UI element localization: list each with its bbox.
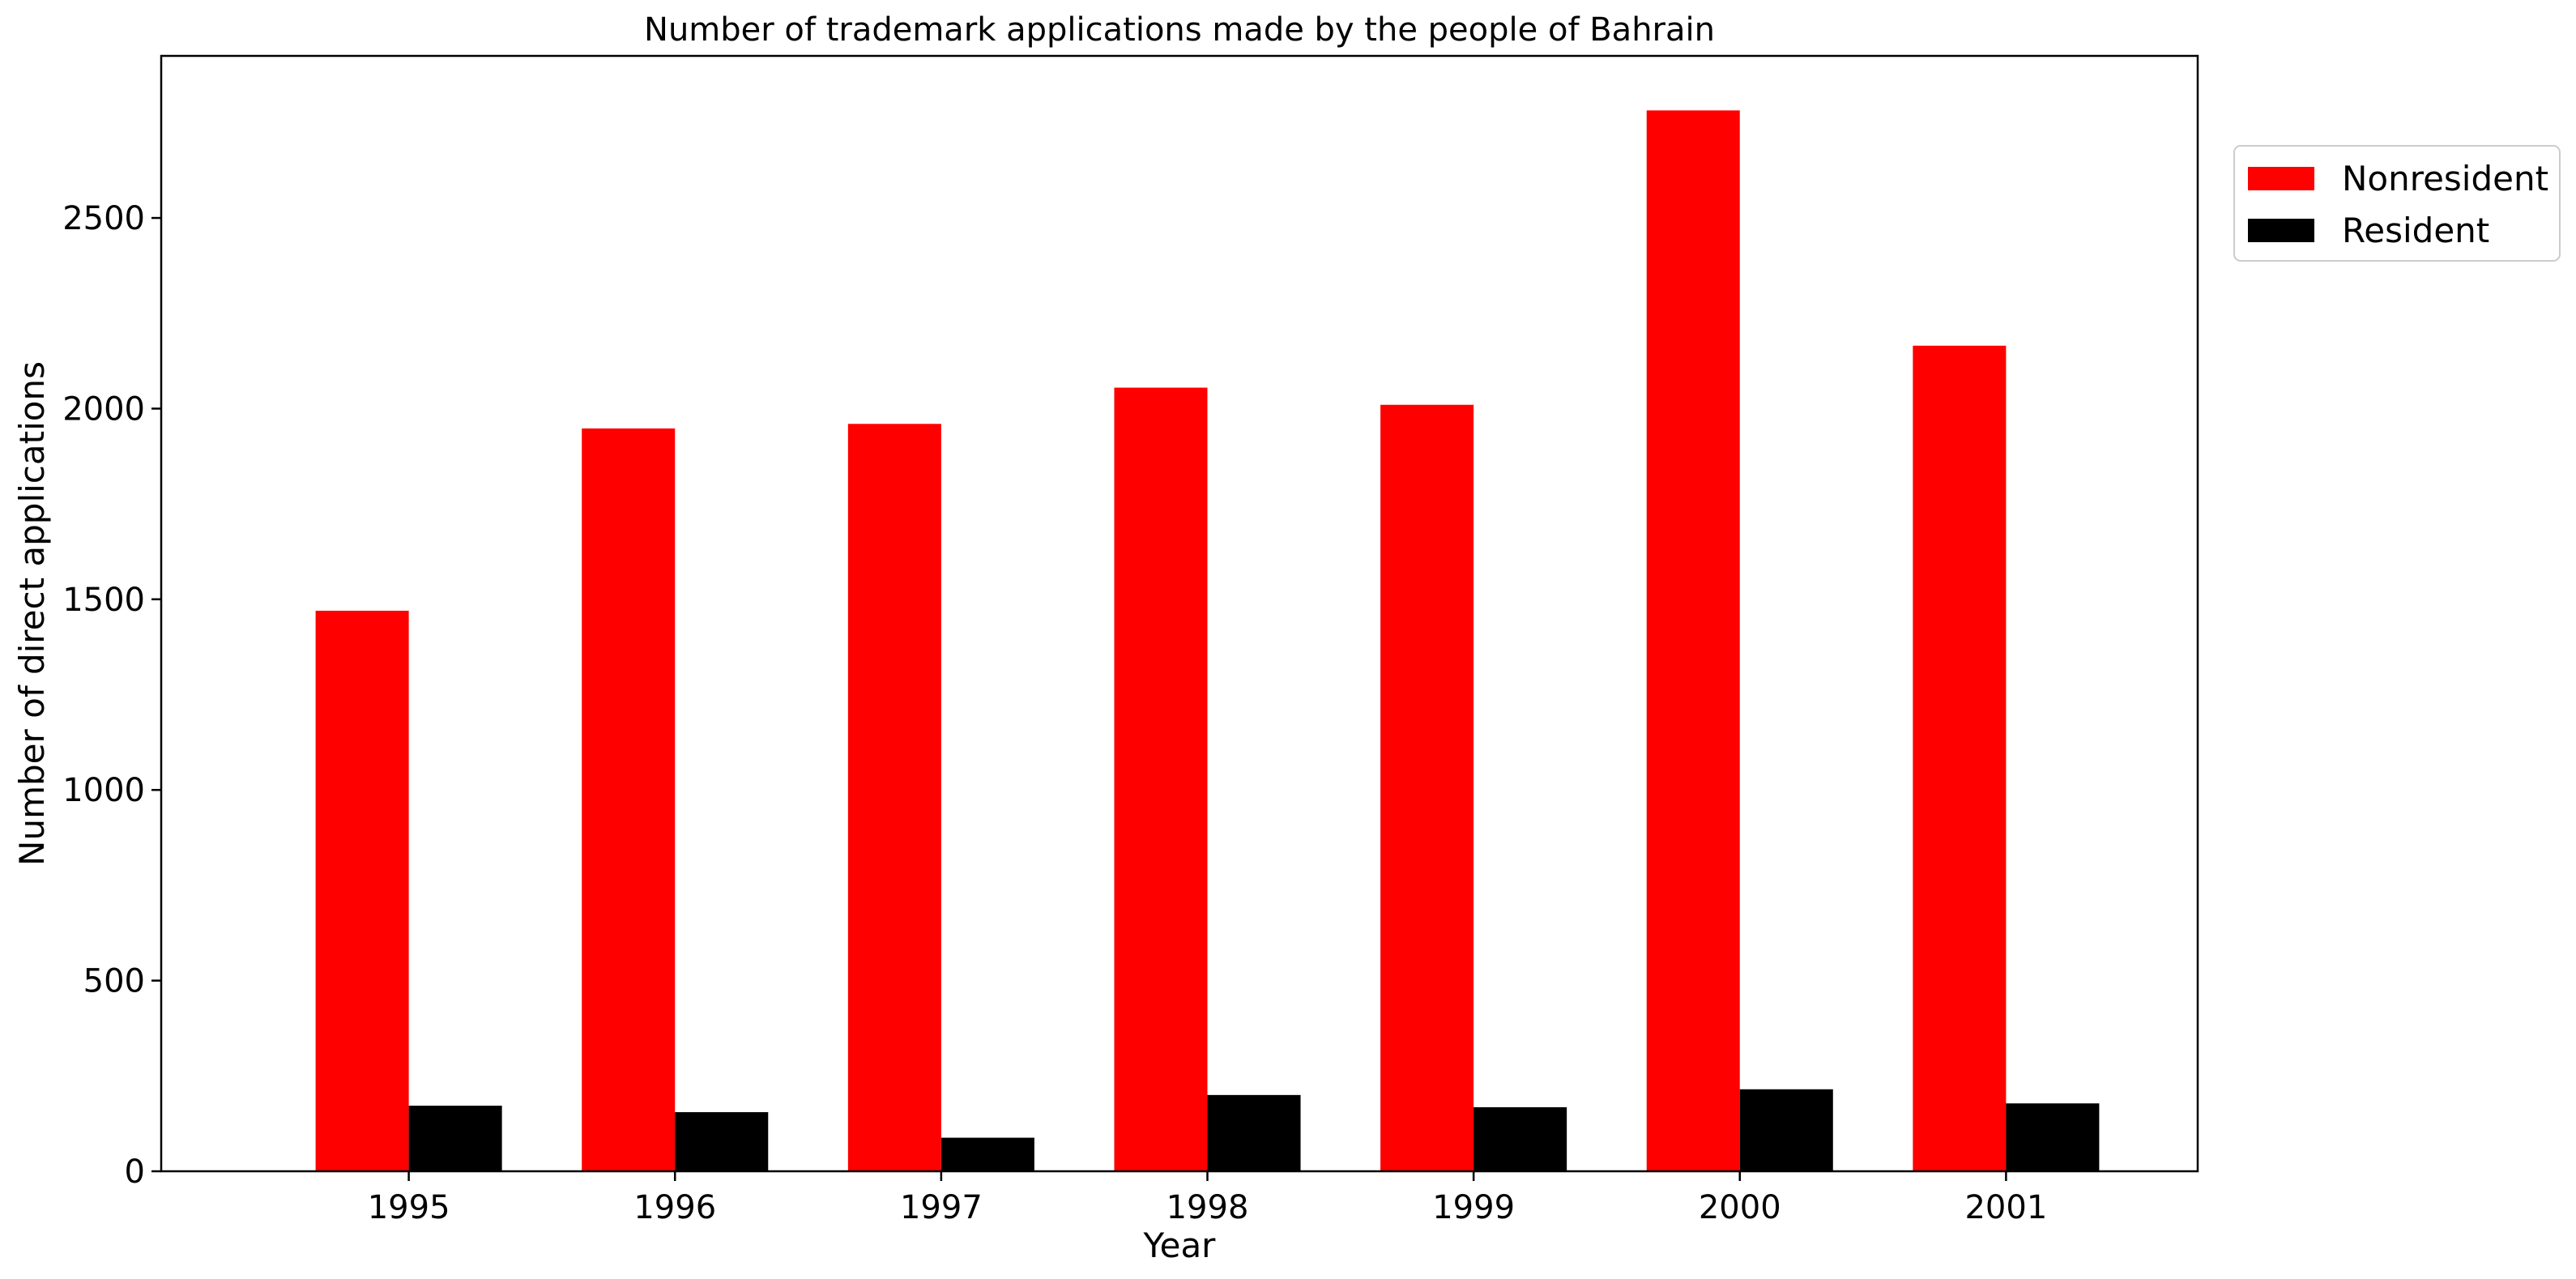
x-tick-label-1999: 1999 (1432, 1189, 1515, 1226)
x-tick-label-1998: 1998 (1166, 1189, 1249, 1226)
bar-resident-2001 (2006, 1103, 2100, 1171)
bar-nonresident-1995 (315, 610, 409, 1171)
x-tick-label-1996: 1996 (633, 1189, 716, 1226)
bar-resident-1995 (408, 1106, 502, 1171)
legend-box (2233, 145, 2561, 262)
legend: Nonresident Resident (2233, 145, 2561, 262)
y-tick-label-1000: 1000 (62, 772, 145, 809)
y-tick-label-500: 500 (83, 963, 145, 1000)
y-axis: 0 500 1000 1500 2000 2500 (62, 200, 161, 1191)
y-tick-label-2500: 2500 (62, 200, 145, 237)
bar-nonresident-1997 (847, 424, 941, 1171)
x-axis: 1995 1996 1997 1998 1999 2000 2001 (368, 1171, 2047, 1226)
y-tick-label-0: 0 (125, 1153, 145, 1191)
bar-resident-1999 (1474, 1106, 1567, 1171)
bar-resident-1998 (1207, 1094, 1301, 1171)
x-tick-label-1997: 1997 (900, 1189, 983, 1226)
bar-resident-2000 (1739, 1089, 1833, 1171)
bar-nonresident-1998 (1114, 387, 1208, 1172)
bar-nonresident-1999 (1380, 404, 1474, 1171)
x-tick-label-2000: 2000 (1699, 1189, 1781, 1226)
y-tick-label-1500: 1500 (62, 582, 145, 619)
legend-swatch-resident (2248, 219, 2314, 242)
y-tick-label-2000: 2000 (62, 390, 145, 428)
legend-swatch-nonresident (2248, 167, 2314, 190)
x-tick-label-2001: 2001 (1964, 1189, 2047, 1226)
legend-label-nonresident: Nonresident (2342, 159, 2548, 198)
bars-layer (315, 110, 2100, 1172)
x-axis-label: Year (1143, 1226, 1217, 1265)
bar-nonresident-2001 (1913, 345, 2007, 1171)
bar-resident-1997 (940, 1137, 1034, 1171)
x-tick-label-1995: 1995 (368, 1189, 450, 1226)
chart-title: Number of trademark applications made by… (644, 11, 1715, 49)
legend-label-resident: Resident (2342, 211, 2489, 250)
bar-resident-1996 (675, 1112, 769, 1171)
bar-nonresident-1996 (582, 428, 676, 1171)
bar-nonresident-2000 (1646, 110, 1740, 1171)
plot-frame (160, 54, 2199, 1173)
y-axis-label: Number of direct applications (12, 361, 52, 866)
